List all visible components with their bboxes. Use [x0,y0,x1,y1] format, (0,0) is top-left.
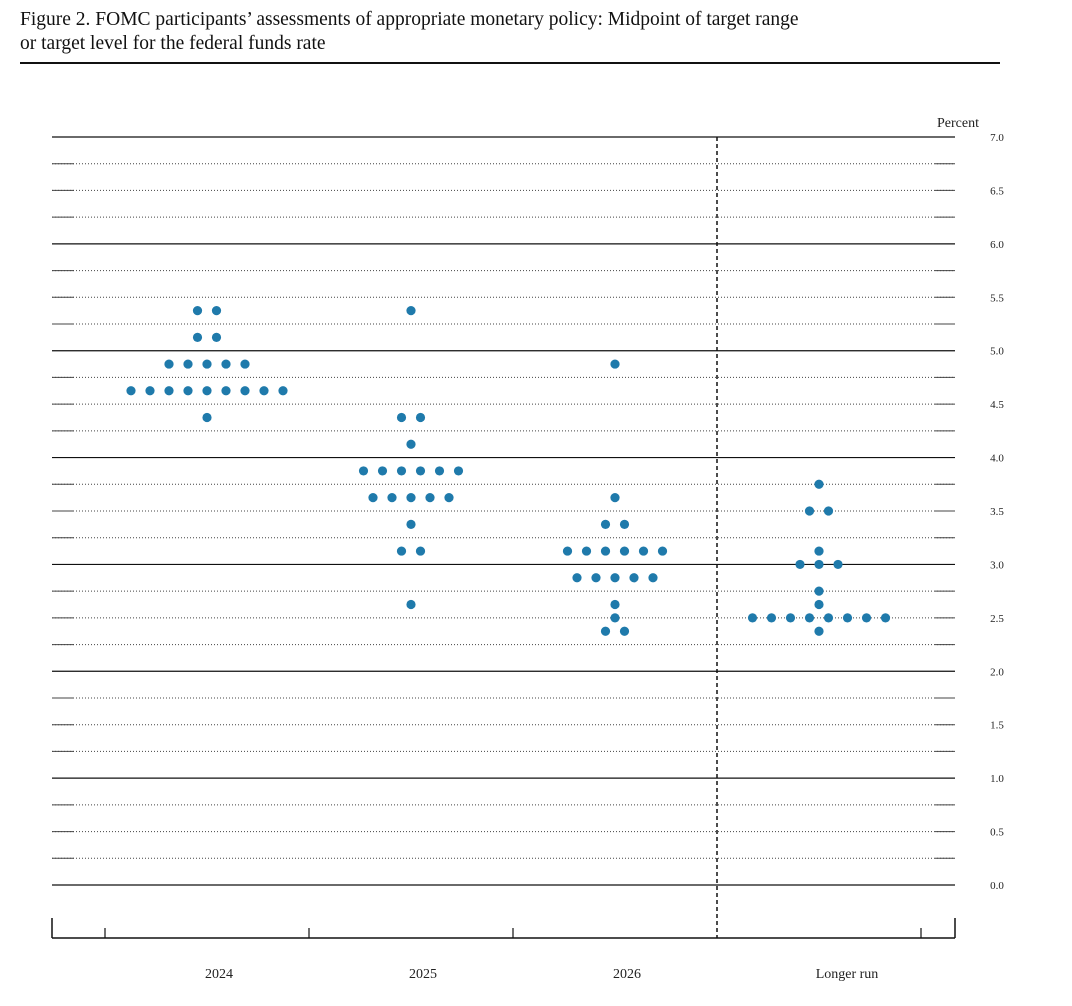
dot [880,613,891,623]
dot [221,359,231,369]
dot [785,613,796,623]
dot [610,493,620,503]
dot [823,613,834,623]
y-tick-label: 1.0 [990,773,1004,785]
dot [358,466,369,476]
dot [415,466,426,476]
dot [406,493,416,503]
x-tick-label: 2025 [409,967,437,982]
dot [396,466,407,476]
dot [278,386,288,396]
dot [377,466,388,476]
y-tick-label: 0.5 [990,827,1004,839]
dot [211,332,222,342]
dot [610,359,620,369]
dot [638,546,649,556]
dot [619,546,630,556]
dot [814,599,824,610]
dot [600,626,611,636]
dot [415,412,426,423]
y-tick-label: 7.0 [990,132,1004,144]
dot [183,386,193,396]
dot [164,386,174,396]
dot [610,573,620,583]
y-tick-label: 5.0 [990,346,1004,358]
dot [202,386,212,396]
y-tick-label: 1.5 [990,720,1004,732]
dot [126,386,136,396]
title-rule [20,62,1000,64]
dot [240,359,250,369]
dot [814,559,824,570]
y-tick-label: 5.5 [990,292,1004,304]
dot [600,519,611,529]
dot [406,519,416,529]
y-tick-label: 0.0 [990,880,1004,892]
dot [619,519,630,529]
dot [572,573,582,583]
dot [619,626,630,636]
y-axis-label: Percent [937,116,979,131]
dot [387,493,397,503]
dot [657,546,668,556]
y-tick-label: 6.0 [990,239,1004,251]
dot [581,546,592,556]
dot [814,626,824,636]
y-tick-label: 3.5 [990,506,1004,518]
dot [444,493,454,503]
dot [814,546,824,556]
dot [221,386,231,396]
dot [766,613,777,623]
dot [833,559,843,570]
dot [202,412,212,423]
dot [610,613,620,623]
dot [164,359,174,369]
dot [183,359,193,369]
dot [145,386,155,396]
y-tick-label: 6.5 [990,185,1004,197]
dot [192,306,203,316]
dot [406,306,416,316]
dot [240,386,250,396]
dot [629,573,639,583]
dot [804,613,815,623]
dot [610,599,620,610]
dot [396,546,407,556]
dot [562,546,573,556]
dot [600,546,611,556]
dot [842,613,853,623]
x-tick-label: Longer run [816,967,879,982]
dot [406,439,416,449]
chart-title: Figure 2. FOMC participants’ assessments… [20,9,799,54]
dot [434,466,445,476]
dot [648,573,658,583]
dot [259,386,269,396]
y-tick-label: 2.5 [990,613,1004,625]
x-tick-label: 2026 [613,967,641,982]
y-tick-label: 3.0 [990,559,1004,571]
dot [192,332,203,342]
dot [415,546,426,556]
dot [861,613,872,623]
dot [814,479,824,489]
y-tick-label: 4.0 [990,453,1004,465]
dot [211,306,222,316]
dot [396,412,407,423]
y-tick-label: 4.5 [990,399,1004,411]
x-tick-label: 2024 [205,967,233,982]
dot [202,359,212,369]
dot [425,493,435,503]
dot [368,493,378,503]
dot [453,466,464,476]
dot [747,613,758,623]
dot [804,506,815,516]
dot [591,573,601,583]
dot [795,559,805,570]
dot [406,599,416,610]
y-tick-label: 2.0 [990,666,1004,678]
dot [814,586,824,596]
dot [823,506,834,516]
